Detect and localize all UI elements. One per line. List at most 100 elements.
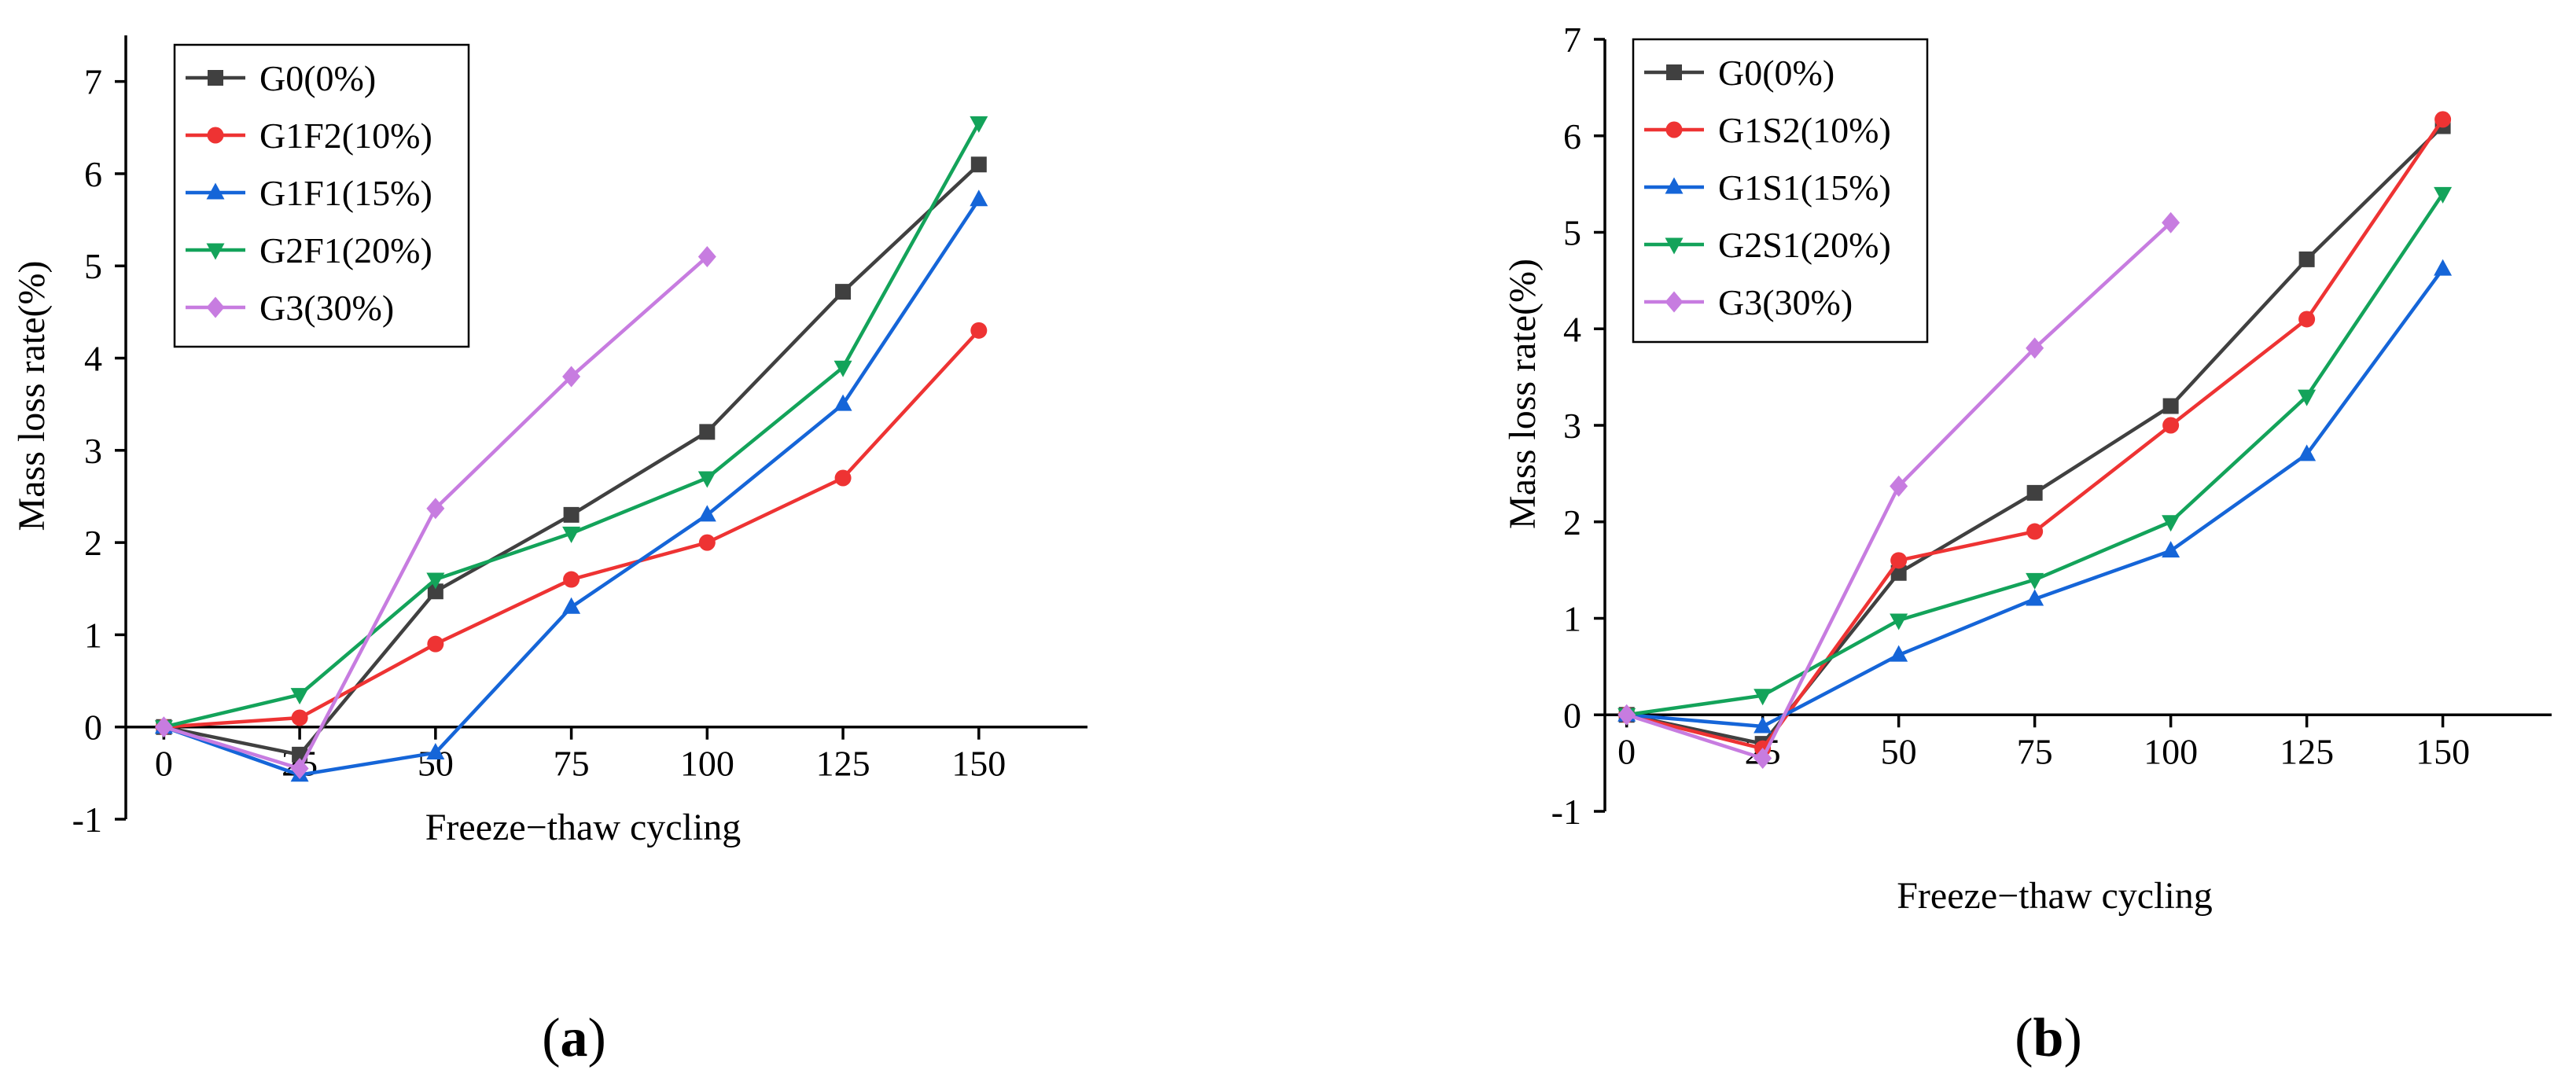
data-point — [1890, 552, 1908, 569]
data-point — [2298, 444, 2317, 461]
y-tick-label: 5 — [84, 246, 102, 286]
y-tick-label: 4 — [1563, 309, 1581, 349]
legend-box — [173, 43, 470, 348]
data-point — [2162, 541, 2180, 558]
y-tick-label: 0 — [1563, 695, 1581, 735]
data-point — [697, 505, 716, 522]
data-point — [835, 284, 852, 300]
data-point — [427, 583, 443, 600]
x-tick-label: 150 — [2416, 731, 2470, 771]
x-axis-title: Freeze−thaw cycling — [1897, 875, 2213, 917]
legend-marker — [206, 296, 225, 318]
data-point — [290, 688, 309, 705]
panel-label: (b) — [2015, 1008, 2082, 1068]
data-point — [2026, 589, 2044, 606]
data-point — [563, 506, 580, 523]
y-tick-label: 7 — [84, 62, 102, 102]
data-point — [426, 743, 445, 760]
legend-marker — [207, 127, 224, 144]
legend-marker — [206, 182, 225, 200]
x-tick-label: 0 — [1617, 731, 1636, 771]
x-tick-label: 0 — [155, 744, 173, 784]
data-point — [2434, 111, 2452, 128]
data-point — [697, 471, 716, 488]
data-point — [2298, 251, 2315, 267]
y-tick-label: -1 — [72, 800, 102, 840]
x-tick-label: 125 — [2280, 731, 2334, 771]
data-point — [2026, 484, 2043, 501]
x-tick-label: 125 — [816, 744, 870, 784]
data-point — [834, 360, 852, 377]
data-point — [1890, 613, 1908, 631]
y-tick-label: 1 — [1563, 599, 1581, 639]
x-axis-title: Freeze−thaw cycling — [425, 807, 742, 848]
data-point — [834, 469, 852, 487]
legend-box — [1632, 38, 1929, 344]
y-tick-label: -1 — [1551, 792, 1581, 832]
y-tick-label: 6 — [84, 154, 102, 194]
legend-marker — [1665, 177, 1684, 194]
data-point — [699, 424, 716, 440]
legend-marker — [1665, 291, 1684, 313]
legend-label: G1S1(15%) — [1718, 167, 1891, 208]
data-point — [970, 116, 988, 133]
x-tick-label: 75 — [554, 744, 590, 784]
data-point — [562, 597, 581, 614]
y-tick-label: 4 — [84, 339, 102, 379]
legend-label: G0(0%) — [1718, 53, 1834, 93]
y-tick-label: 0 — [84, 708, 102, 748]
data-point — [970, 322, 988, 339]
data-point — [1754, 716, 1772, 734]
y-tick-label: 3 — [1563, 406, 1581, 446]
data-point — [1617, 704, 1636, 726]
legend-marker — [206, 243, 225, 260]
data-point — [1890, 475, 1908, 497]
legend-label: G0(0%) — [259, 58, 376, 98]
legend-label: G2F1(20%) — [259, 230, 432, 270]
y-axis-title: Mass loss rate(%) — [11, 261, 53, 531]
y-axis-title: Mass loss rate(%) — [1502, 259, 1544, 529]
data-point — [1890, 564, 1907, 581]
data-point — [697, 246, 716, 268]
legend-marker — [1666, 64, 1682, 80]
data-point — [562, 366, 581, 388]
x-tick-label: 100 — [680, 744, 734, 784]
y-tick-label: 1 — [84, 615, 102, 655]
y-tick-label: 7 — [1563, 20, 1581, 60]
legend-label: G3(30%) — [259, 288, 394, 328]
data-point — [426, 572, 445, 590]
x-tick-label: 75 — [2017, 731, 2053, 771]
panel-label: (a) — [542, 1008, 606, 1068]
data-point — [2162, 211, 2180, 233]
legend-label: G1F1(15%) — [259, 173, 432, 213]
legend-label: G3(30%) — [1718, 282, 1853, 322]
chart-panel-b: -1012345670255075100125150Freeze−thaw cy… — [1502, 20, 2552, 1068]
data-point — [2298, 389, 2317, 406]
data-point — [291, 709, 308, 726]
data-point — [2162, 417, 2180, 434]
data-point — [834, 394, 852, 411]
legend-label: G1S2(10%) — [1718, 110, 1891, 150]
y-tick-label: 2 — [84, 523, 102, 563]
data-point — [426, 498, 445, 520]
data-point — [970, 189, 988, 207]
legend-label: G2S1(20%) — [1718, 225, 1891, 265]
data-point — [698, 534, 716, 551]
data-point — [2026, 337, 2044, 359]
data-point — [2162, 515, 2180, 532]
legend-marker — [1665, 121, 1683, 138]
data-point — [427, 635, 444, 653]
x-tick-label: 100 — [2144, 731, 2198, 771]
legend-marker — [1665, 237, 1684, 255]
data-point — [2026, 572, 2044, 590]
data-point — [2298, 311, 2316, 328]
legend-label: G1F2(10%) — [259, 116, 432, 156]
data-point — [1754, 747, 1772, 769]
y-tick-label: 5 — [1563, 213, 1581, 253]
x-tick-label: 50 — [1881, 731, 1917, 771]
legend-marker — [208, 70, 223, 86]
x-tick-label: 150 — [951, 744, 1006, 784]
data-point — [970, 156, 987, 173]
y-tick-label: 3 — [84, 431, 102, 471]
